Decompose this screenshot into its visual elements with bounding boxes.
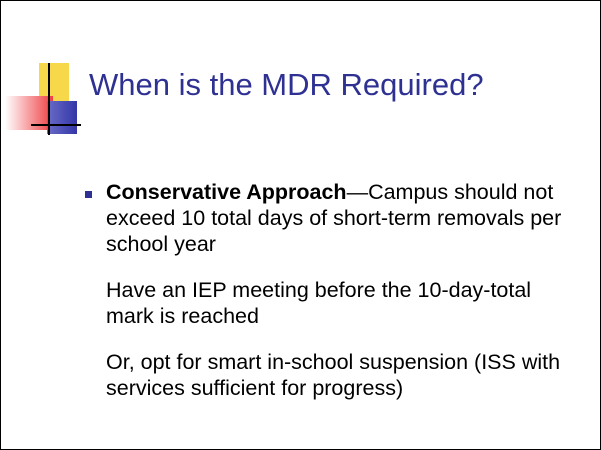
bullet-text: —Campus should not exceed 10 total days … [106,180,562,256]
slide-body: Conservative Approach—Campus should not … [106,179,576,421]
paragraph: Have an IEP meeting before the 10-day-to… [106,278,532,328]
yellow-square [39,63,69,101]
bullet: Conservative Approach—Campus should not … [106,179,576,257]
bullet-marker [85,191,92,198]
vertical-rule [48,63,50,135]
bullet-lead: Conservative Approach [106,180,347,204]
slide-title: When is the MDR Required? [89,67,484,102]
paragraph: Or, opt for smart in-school suspension (… [106,350,561,400]
blue-square [47,101,77,134]
horizontal-rule [31,124,81,126]
